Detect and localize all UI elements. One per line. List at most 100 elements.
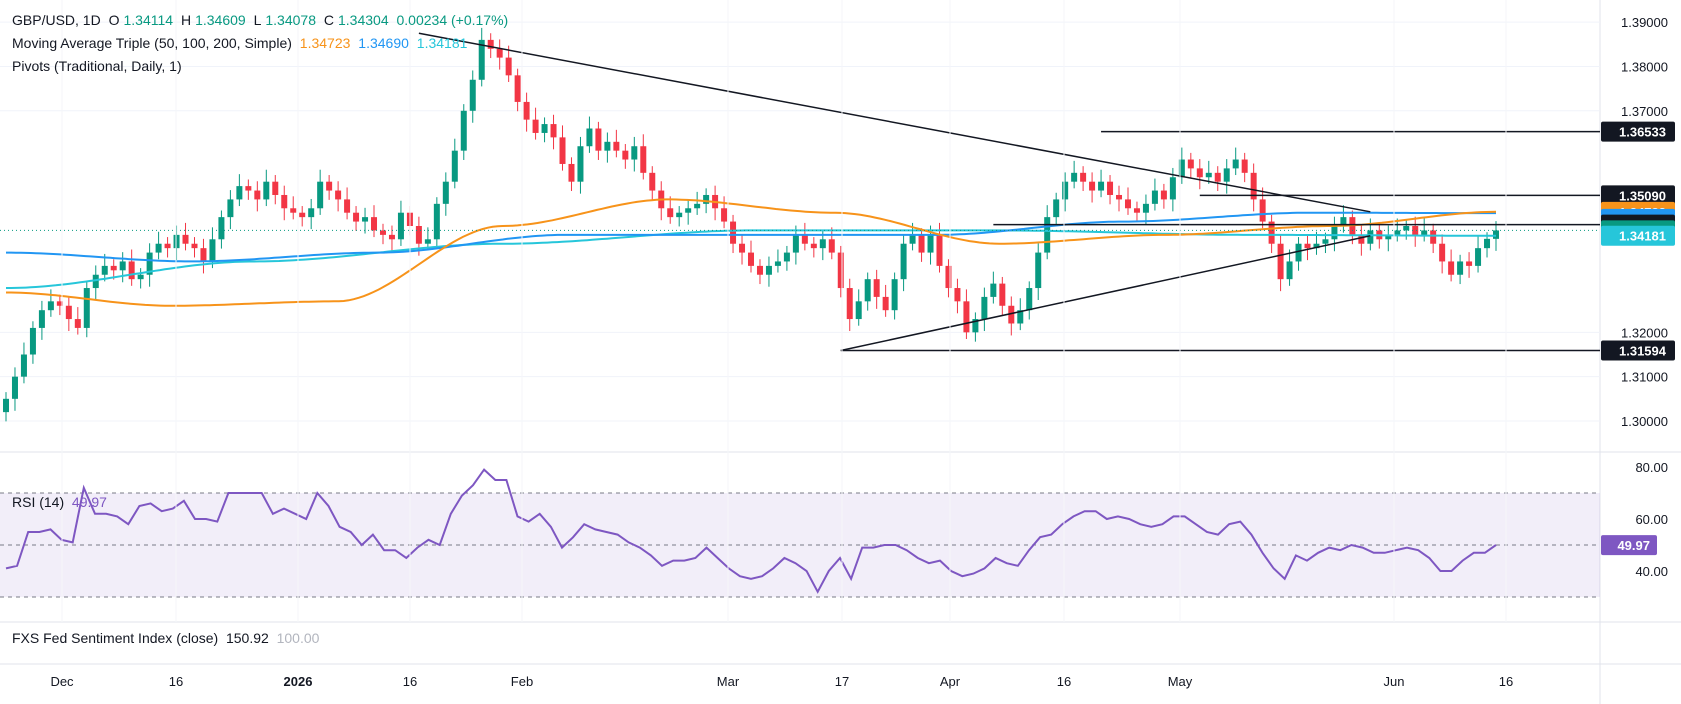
candle-body bbox=[523, 101, 530, 120]
date-tick-label: Mar bbox=[717, 674, 740, 689]
candle-body bbox=[47, 301, 54, 311]
date-tick-label: 2026 bbox=[284, 674, 313, 689]
candle-body bbox=[1116, 194, 1123, 200]
candle-body bbox=[1313, 243, 1320, 249]
ma200-line bbox=[6, 229, 1496, 289]
candle-body bbox=[864, 279, 871, 302]
candle-body bbox=[945, 265, 952, 289]
candle-body bbox=[1071, 172, 1078, 182]
candle-body bbox=[837, 252, 844, 289]
candle-body bbox=[1448, 261, 1455, 275]
candle-body bbox=[1098, 181, 1105, 191]
candle-body bbox=[819, 239, 826, 249]
candle-body bbox=[631, 146, 638, 160]
candle-body bbox=[299, 212, 306, 218]
candle-body bbox=[254, 190, 261, 200]
candle-body bbox=[685, 208, 692, 213]
candle-body bbox=[676, 212, 683, 218]
rsi-tick-label: 60.00 bbox=[1635, 512, 1668, 527]
candle-body bbox=[182, 234, 189, 244]
candle-body bbox=[595, 128, 602, 151]
open-label: O bbox=[108, 12, 120, 28]
candle-body bbox=[487, 39, 494, 49]
candle-body bbox=[11, 376, 18, 399]
candle-body bbox=[3, 398, 9, 413]
legend-ma: Moving Average Triple (50, 100, 200, Sim… bbox=[12, 35, 471, 51]
candle-body bbox=[290, 208, 297, 213]
legend-rsi: RSI (14) 49.97 bbox=[12, 494, 107, 510]
candle-body bbox=[496, 48, 503, 58]
candle-body bbox=[721, 208, 728, 222]
candle-body bbox=[774, 261, 781, 266]
candle-body bbox=[1017, 310, 1024, 324]
candle-body bbox=[263, 181, 270, 200]
candle-body bbox=[667, 208, 674, 218]
candle-body bbox=[245, 186, 252, 191]
candle-body bbox=[1232, 159, 1239, 169]
candle-body bbox=[1053, 199, 1060, 218]
candle-body bbox=[640, 146, 647, 173]
candle-body bbox=[586, 128, 593, 147]
candle-body bbox=[281, 194, 288, 209]
close-value: 1.34304 bbox=[338, 12, 389, 28]
price-tick-label: 1.37000 bbox=[1621, 104, 1668, 119]
candle-body bbox=[1062, 181, 1069, 200]
candle-body bbox=[604, 141, 611, 151]
candle-body bbox=[1241, 159, 1248, 173]
candle-body bbox=[110, 265, 117, 271]
candle-body bbox=[613, 141, 620, 151]
candle-body bbox=[460, 110, 467, 151]
candle-body bbox=[1160, 190, 1167, 200]
candle-body bbox=[514, 75, 521, 102]
ma200-value: 1.34181 bbox=[416, 35, 468, 51]
candle-body bbox=[344, 199, 351, 213]
candle-body bbox=[83, 288, 90, 328]
candle-body bbox=[810, 243, 817, 249]
price-badge-label: 1.34181 bbox=[1619, 229, 1666, 244]
candle-body bbox=[146, 252, 153, 275]
candle-body bbox=[559, 137, 566, 164]
candle-body bbox=[1412, 226, 1419, 235]
candle-body bbox=[92, 274, 99, 289]
candle-body bbox=[20, 354, 27, 377]
candle-body bbox=[362, 217, 369, 222]
candle-body bbox=[1331, 226, 1338, 240]
legend-pivots: Pivots (Traditional, Daily, 1) bbox=[12, 58, 186, 74]
candle-body bbox=[353, 212, 360, 222]
legend-ohlc: GBP/USD, 1D O 1.34114 H 1.34609 L 1.34078 C… bbox=[12, 12, 512, 28]
rsi-value: 49.97 bbox=[71, 494, 107, 510]
fxs-title: FXS Fed Sentiment Index (close) bbox=[12, 630, 219, 646]
candle-body bbox=[1295, 243, 1302, 262]
price-tick-label: 1.39000 bbox=[1621, 15, 1668, 30]
date-tick-label: May bbox=[1168, 674, 1193, 689]
price-tick-label: 1.30000 bbox=[1621, 414, 1668, 429]
candle-body bbox=[155, 243, 162, 253]
candle-body bbox=[38, 310, 45, 328]
candle-body bbox=[173, 234, 180, 249]
candle-body bbox=[1026, 288, 1033, 311]
candle-body bbox=[801, 234, 808, 244]
candle-body bbox=[65, 305, 72, 320]
candle-body bbox=[1008, 305, 1015, 324]
candle-body bbox=[1044, 217, 1051, 253]
candle-body bbox=[1358, 234, 1365, 244]
candle-body bbox=[909, 234, 916, 244]
candle-body bbox=[451, 150, 458, 182]
candle-body bbox=[1484, 238, 1491, 249]
candle-body bbox=[478, 39, 485, 80]
candle-body bbox=[1196, 168, 1203, 178]
candle-body bbox=[550, 124, 557, 138]
candle-body bbox=[1151, 190, 1158, 204]
candle-body bbox=[272, 181, 279, 195]
date-tick-label: 17 bbox=[835, 674, 849, 689]
candle-body bbox=[532, 119, 539, 133]
candle-body bbox=[694, 203, 701, 209]
candle-body bbox=[335, 190, 342, 200]
price-tick-label: 1.38000 bbox=[1621, 59, 1668, 74]
high-label: H bbox=[180, 12, 192, 28]
candle-body bbox=[990, 283, 997, 297]
candle-body bbox=[505, 57, 512, 76]
candle-body bbox=[227, 199, 234, 218]
candle-body bbox=[442, 181, 449, 204]
